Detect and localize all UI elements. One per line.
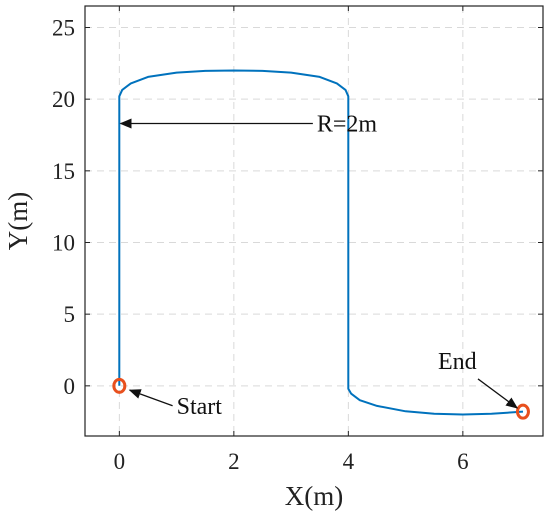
x-tick-label: 0 (114, 449, 126, 474)
start-arrow (128, 389, 173, 407)
grid-layer (85, 6, 543, 436)
y-tick-label: 10 (52, 231, 75, 256)
y-tick-label: 5 (64, 302, 76, 327)
y-axis-label: Y(m) (3, 192, 33, 250)
radius-annotation-text: R=2m (317, 112, 378, 138)
start-annotation-text: Start (177, 394, 223, 420)
x-axis-label: X(m) (285, 481, 343, 511)
trajectory-line (118, 69, 524, 416)
annotation-layer: R=2m Start End (119, 112, 519, 420)
plot-frame (84, 5, 544, 437)
y-tick-label: 25 (52, 16, 75, 41)
start-marker (112, 377, 127, 394)
y-tick-label: 15 (52, 159, 75, 184)
y-tick-label: 20 (52, 87, 75, 112)
ticks-layer: 0 2 4 6 0 5 10 15 20 25 (52, 6, 543, 474)
x-tick-label: 6 (457, 449, 469, 474)
x-tick-label: 4 (343, 449, 355, 474)
marker-layer (112, 377, 530, 420)
end-marker (515, 403, 530, 420)
series-layer (118, 69, 524, 416)
end-arrow (477, 378, 519, 409)
end-annotation-text: End (438, 349, 477, 375)
y-tick-label: 0 (64, 374, 76, 399)
x-tick-label: 2 (228, 449, 240, 474)
